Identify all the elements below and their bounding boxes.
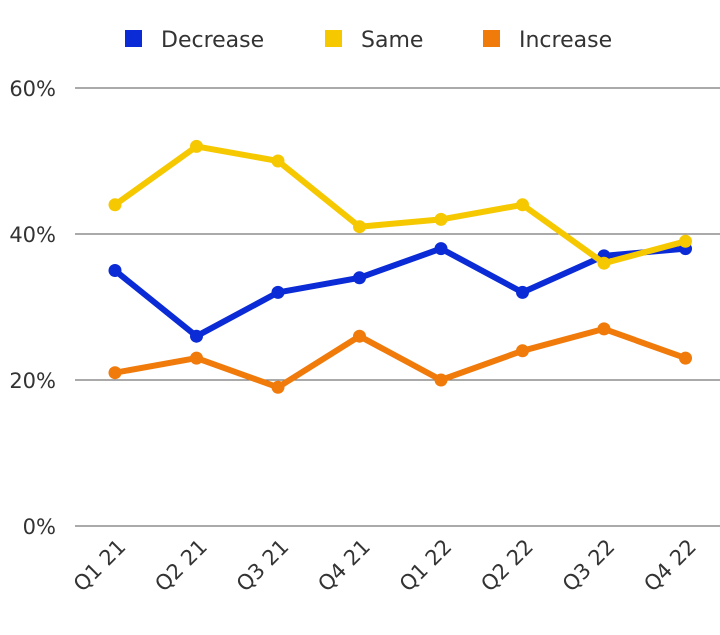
x-tick-label: Q4 21 xyxy=(313,535,375,597)
data-point xyxy=(516,344,529,358)
data-point xyxy=(271,154,285,168)
data-point xyxy=(679,351,692,365)
data-point xyxy=(190,139,203,153)
data-point xyxy=(434,212,448,226)
data-point xyxy=(597,322,611,336)
y-tick-label: 60% xyxy=(9,77,56,101)
x-tick-label: Q1 21 xyxy=(69,535,131,597)
series-line xyxy=(112,245,689,340)
data-point xyxy=(434,373,448,387)
data-point xyxy=(190,351,203,365)
y-tick-label: 0% xyxy=(23,515,56,539)
data-point xyxy=(190,329,203,343)
x-axis-ticks: Q1 21 Q2 21 Q3 21 Q4 21 Q1 22 Q2 22 Q3 22 Q4 22 xyxy=(69,535,701,597)
x-tick-label: Q1 22 xyxy=(395,535,457,597)
legend-label: Same xyxy=(361,28,423,53)
x-tick-label: Q4 22 xyxy=(639,535,701,597)
data-point xyxy=(353,271,366,285)
data-point xyxy=(679,234,692,248)
legend-label: Increase xyxy=(519,28,612,53)
gridlines xyxy=(75,87,720,527)
x-tick-label: Q2 22 xyxy=(476,535,538,597)
y-axis-ticks: 0% 20% 40% 60% xyxy=(9,77,56,539)
data-point xyxy=(516,285,529,299)
legend-swatch xyxy=(125,30,142,47)
data-point xyxy=(597,256,611,270)
series-line xyxy=(112,325,689,391)
data-point xyxy=(271,285,285,299)
x-tick-label: Q3 22 xyxy=(558,535,620,597)
data-point xyxy=(108,264,122,277)
y-tick-label: 40% xyxy=(9,223,56,247)
series-line xyxy=(112,143,689,267)
legend-swatch xyxy=(325,30,342,47)
legend: Decrease Same Increase xyxy=(125,28,612,53)
series-lines xyxy=(108,139,692,394)
series-increase xyxy=(108,322,692,394)
x-tick-label: Q3 21 xyxy=(232,535,294,597)
data-point xyxy=(516,198,529,212)
series-same xyxy=(108,139,692,270)
data-point xyxy=(434,242,448,256)
data-point xyxy=(271,380,285,394)
data-point xyxy=(353,329,366,343)
legend-swatch xyxy=(483,30,500,47)
legend-label: Decrease xyxy=(161,28,264,53)
x-tick-label: Q2 21 xyxy=(150,535,212,597)
data-point xyxy=(108,366,122,380)
y-tick-label: 20% xyxy=(9,369,56,393)
data-point xyxy=(108,198,122,212)
data-point xyxy=(353,220,366,234)
